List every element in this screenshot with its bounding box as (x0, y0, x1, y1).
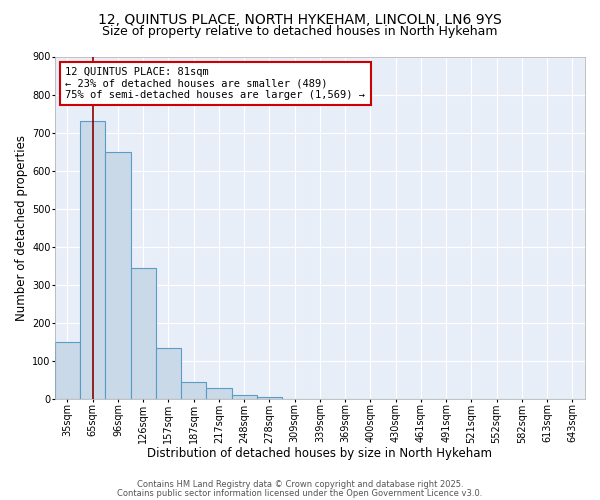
Bar (156, 348, 181, 399)
Bar (131, 268, 156, 399)
Text: Contains HM Land Registry data © Crown copyright and database right 2025.: Contains HM Land Registry data © Crown c… (137, 480, 463, 489)
Text: 12 QUINTUS PLACE: 81sqm
← 23% of detached houses are smaller (489)
75% of semi-d: 12 QUINTUS PLACE: 81sqm ← 23% of detache… (65, 67, 365, 100)
Bar (206, 388, 232, 399)
X-axis label: Distribution of detached houses by size in North Hykeham: Distribution of detached houses by size … (148, 447, 493, 460)
Bar (55, 342, 80, 399)
Bar (80, 121, 106, 399)
Bar (232, 396, 257, 399)
Bar (257, 397, 282, 399)
Text: Contains public sector information licensed under the Open Government Licence v3: Contains public sector information licen… (118, 488, 482, 498)
Text: Size of property relative to detached houses in North Hykeham: Size of property relative to detached ho… (102, 25, 498, 38)
Y-axis label: Number of detached properties: Number of detached properties (15, 135, 28, 321)
Text: 12, QUINTUS PLACE, NORTH HYKEHAM, LINCOLN, LN6 9YS: 12, QUINTUS PLACE, NORTH HYKEHAM, LINCOL… (98, 12, 502, 26)
Bar (181, 382, 206, 399)
Bar (106, 152, 131, 399)
